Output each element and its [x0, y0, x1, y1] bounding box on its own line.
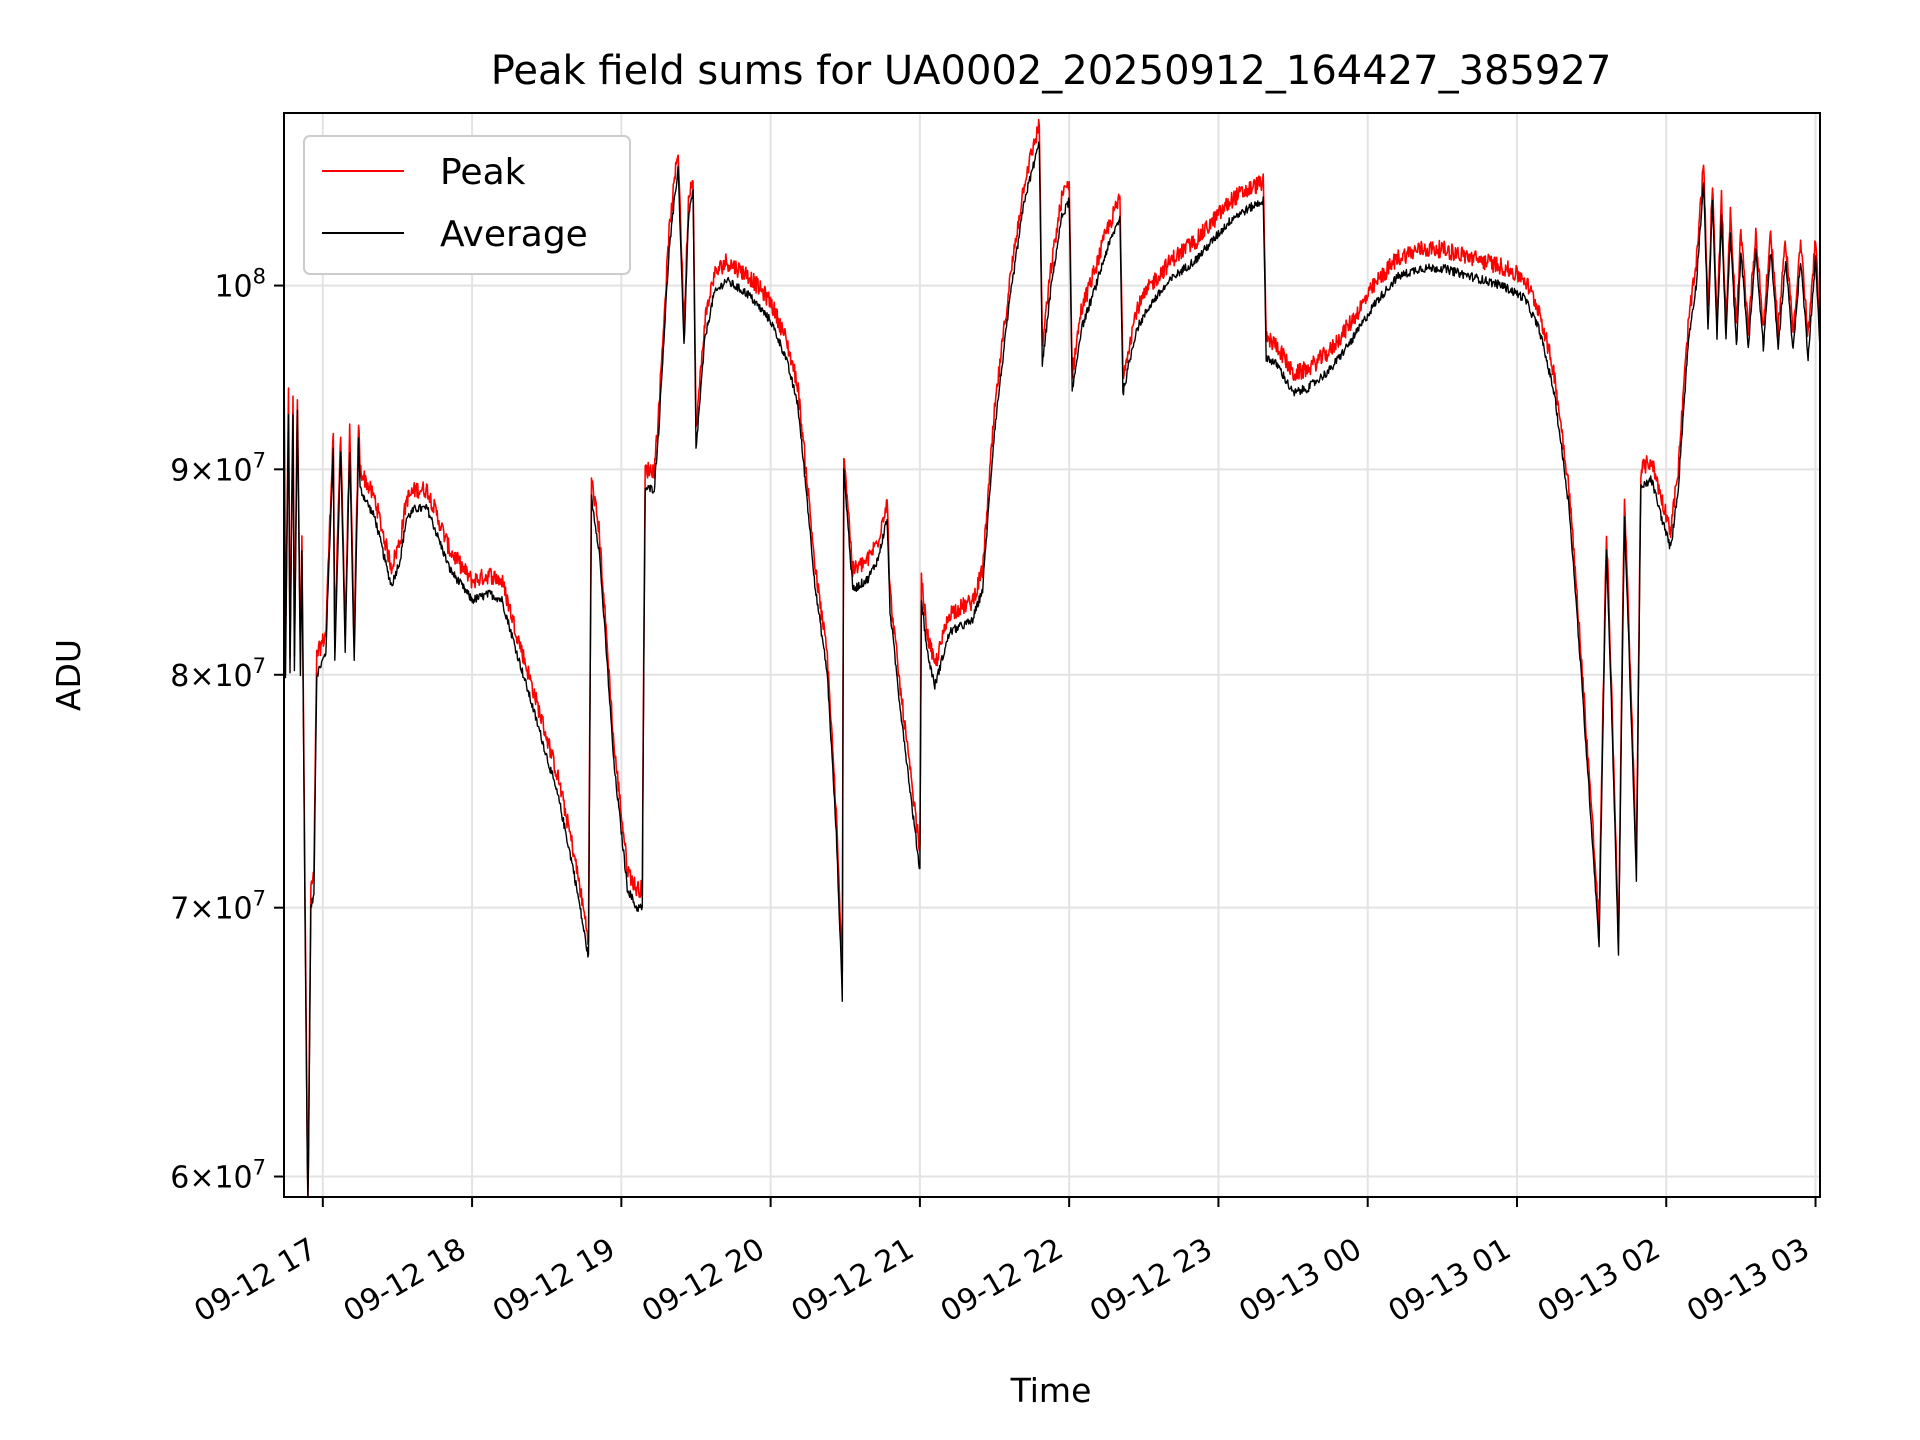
y-tick-exponent: 7	[253, 448, 266, 472]
y-tick-label: 7×107	[170, 887, 266, 927]
y-tick-times: ×10	[189, 892, 252, 927]
legend: Peak Average	[303, 135, 631, 275]
y-tick-times: ×10	[189, 453, 252, 488]
y-tick-label: 6×107	[170, 1156, 266, 1196]
y-tick-exponent: 8	[253, 265, 266, 289]
plot-frame	[283, 112, 1821, 1198]
y-tick-mantissa: 7	[170, 892, 189, 927]
y-tick-label: 8×107	[170, 654, 266, 694]
y-tick-times: ×10	[189, 1161, 252, 1196]
y-tick-mantissa: 8	[170, 659, 189, 694]
y-tick-exponent: 7	[253, 654, 266, 678]
legend-label-peak: Peak	[440, 152, 526, 193]
y-tick-exponent: 7	[253, 887, 266, 911]
series-line-peak	[284, 118, 1820, 1197]
series-line-average	[284, 141, 1820, 1197]
y-tick-mantissa: 9	[170, 453, 189, 488]
y-tick-mantissa: 6	[170, 1161, 189, 1196]
chart-title: Peak field sums for UA0002_20250912_1644…	[491, 48, 1612, 94]
y-tick-exponent: 7	[253, 1156, 266, 1180]
y-axis-label: ADU	[49, 639, 88, 711]
y-tick-times: ×10	[189, 659, 252, 694]
y-tick-label: 108	[214, 265, 266, 305]
y-tick-label: 9×107	[170, 448, 266, 488]
y-tick-base: 10	[214, 270, 252, 305]
series-layer	[284, 118, 1820, 1197]
legend-label-average: Average	[440, 214, 588, 255]
x-axis-label: Time	[1010, 1371, 1092, 1410]
